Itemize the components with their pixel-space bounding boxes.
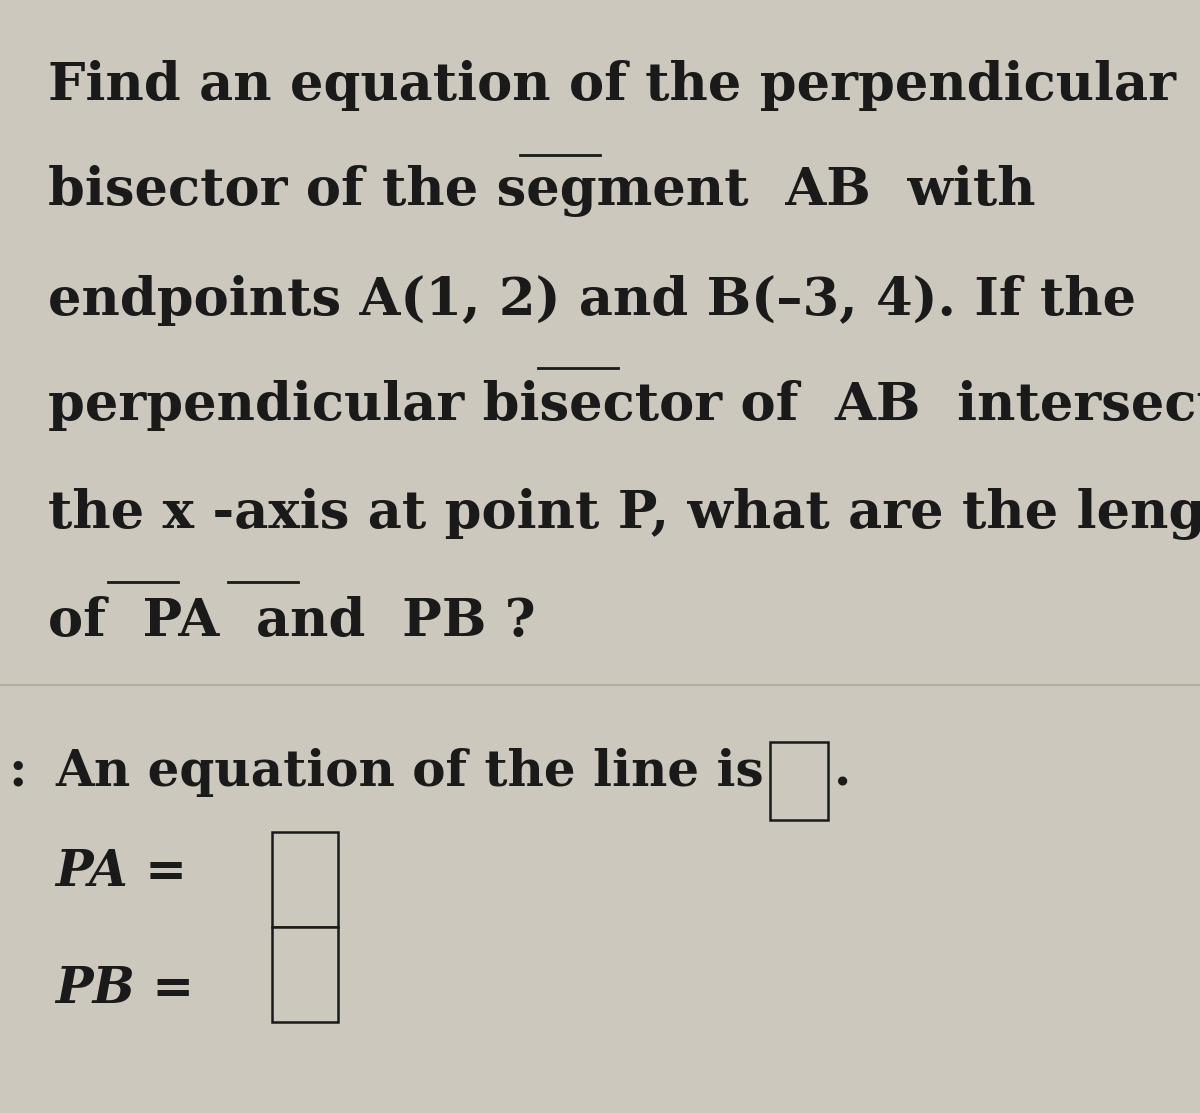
Text: PA =: PA = [55, 848, 187, 897]
Text: An equation of the line is: An equation of the line is [55, 748, 763, 797]
Text: perpendicular bisector of  AB  intersects: perpendicular bisector of AB intersects [48, 380, 1200, 431]
Text: bisector of the segment  AB  with: bisector of the segment AB with [48, 165, 1036, 217]
Bar [770, 742, 828, 820]
Text: endpoints A(1, 2) and B(–3, 4). If the: endpoints A(1, 2) and B(–3, 4). If the [48, 275, 1136, 326]
Bar [272, 833, 338, 927]
Text: :: : [8, 748, 26, 797]
Text: the x -axis at point P, what are the lengths: the x -axis at point P, what are the len… [48, 487, 1200, 540]
Text: Find an equation of the perpendicular: Find an equation of the perpendicular [48, 60, 1176, 111]
Bar [272, 927, 338, 1022]
Text: of  PA  and  PB ?: of PA and PB ? [48, 595, 535, 647]
Text: .: . [834, 748, 851, 797]
Text: PB =: PB = [55, 965, 194, 1014]
